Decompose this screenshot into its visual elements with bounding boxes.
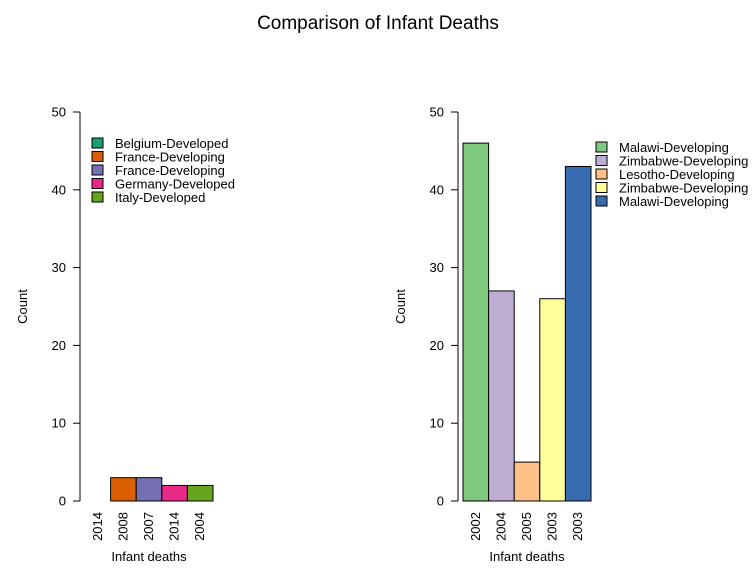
bar bbox=[161, 484, 188, 502]
bar bbox=[462, 142, 490, 502]
legend-label: France-Developing bbox=[115, 163, 225, 178]
legend-swatch bbox=[91, 191, 104, 203]
bar bbox=[135, 477, 163, 502]
x-tick-label: 2004 bbox=[493, 512, 508, 541]
bar bbox=[539, 298, 566, 502]
y-axis-label: Count bbox=[15, 289, 30, 324]
legend-label: Zimbabwe-Developing bbox=[619, 154, 748, 169]
y-tick-label: 50 bbox=[430, 105, 444, 120]
y-tick-label: 0 bbox=[437, 494, 444, 509]
legend-label: Lesotho-Developing bbox=[619, 167, 735, 182]
y-tick-label: 10 bbox=[430, 416, 444, 431]
x-axis-label: Infant deaths bbox=[489, 549, 565, 564]
legend-label: Belgium-Developed bbox=[115, 136, 228, 151]
x-tick-label: 2004 bbox=[192, 512, 207, 541]
x-tick-label: 2003 bbox=[570, 512, 585, 541]
chart-title: Comparison of Infant Deaths bbox=[257, 13, 499, 34]
y-tick-label: 20 bbox=[430, 338, 444, 353]
legend-label: Italy-Developed bbox=[115, 190, 205, 205]
legend-label: Zimbabwe-Developing bbox=[619, 181, 748, 196]
panel-left: 0 10 20 30 40 50 Count 2014 2008 2007 2014 2004 Infa… bbox=[15, 105, 235, 565]
x-tick-label: 2014 bbox=[167, 512, 182, 541]
y-tick-label: 40 bbox=[52, 182, 66, 197]
legend-swatch bbox=[91, 137, 104, 149]
x-tick-label: 2008 bbox=[115, 512, 130, 541]
x-tick-label: 2007 bbox=[141, 512, 156, 541]
bar bbox=[564, 165, 592, 502]
legend-swatch bbox=[595, 168, 608, 180]
legend-label: Malawi-Developing bbox=[619, 140, 729, 155]
y-tick-label: 50 bbox=[52, 105, 66, 120]
x-axis-label: Infant deaths bbox=[111, 549, 187, 564]
legend-swatch bbox=[91, 164, 104, 176]
x-tick-label: 2003 bbox=[545, 512, 560, 541]
legend-label: France-Developing bbox=[115, 150, 225, 165]
legend-swatch bbox=[595, 155, 608, 166]
legend-label: Malawi-Developing bbox=[619, 194, 729, 209]
legend-swatch bbox=[595, 141, 608, 153]
y-tick-label: 30 bbox=[52, 260, 66, 275]
bar bbox=[186, 484, 214, 502]
legend-swatch bbox=[595, 195, 608, 207]
x-tick-label: 2005 bbox=[519, 512, 534, 541]
y-tick-label: 10 bbox=[52, 416, 66, 431]
y-tick-label: 40 bbox=[430, 182, 444, 197]
bar bbox=[110, 477, 137, 502]
legend-swatch bbox=[91, 151, 104, 162]
y-axis-label: Count bbox=[393, 289, 408, 324]
bar bbox=[513, 461, 541, 502]
y-tick-label: 0 bbox=[59, 494, 66, 509]
legend-label: Germany-Developed bbox=[115, 177, 235, 192]
legend-swatch bbox=[595, 182, 608, 193]
x-tick-label: 2002 bbox=[468, 512, 483, 541]
y-tick-label: 20 bbox=[52, 338, 66, 353]
panel-right: 0 10 20 30 40 50 Count 2002 2004 2005 2003 2003 Infa… bbox=[393, 105, 748, 565]
legend-swatch bbox=[91, 178, 104, 189]
y-tick-label: 30 bbox=[430, 260, 444, 275]
x-tick-label: 2014 bbox=[90, 512, 105, 541]
bar bbox=[488, 290, 515, 502]
